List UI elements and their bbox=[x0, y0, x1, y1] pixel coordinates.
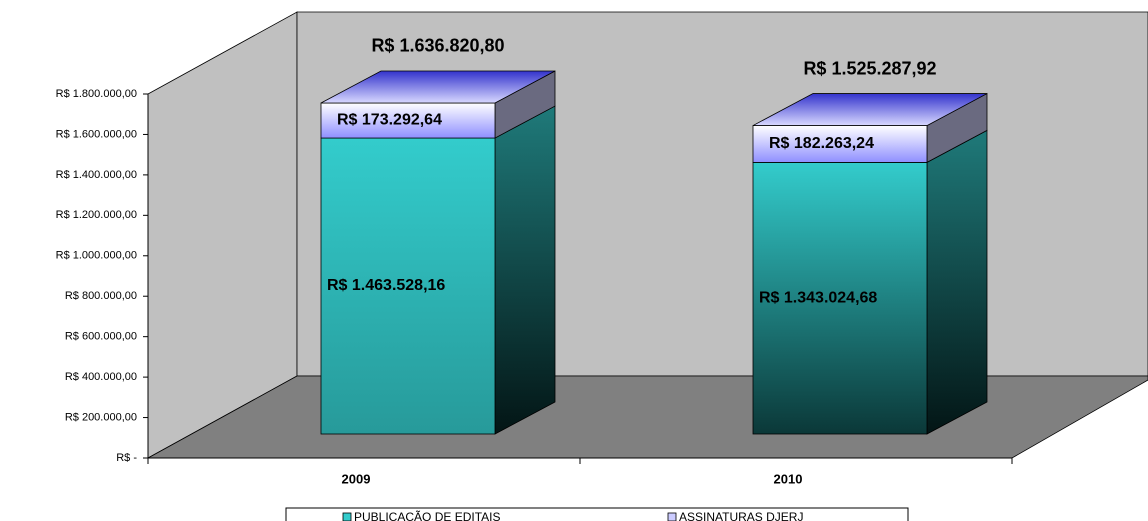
x-tick-label: 2009 bbox=[342, 471, 371, 486]
y-tick-label: R$ 1.200.000,00 bbox=[56, 209, 137, 221]
data-label: R$ 173.292,64 bbox=[337, 112, 442, 129]
data-label: R$ 1.463.528,16 bbox=[327, 277, 445, 294]
y-tick-label: R$ 1.800.000,00 bbox=[56, 88, 137, 100]
legend-label: ASSINATURAS DJERJ bbox=[679, 510, 803, 521]
x-tick-label: 2010 bbox=[774, 471, 803, 486]
bar-side bbox=[926, 129, 988, 435]
y-tick-label: R$ - bbox=[116, 452, 137, 464]
y-tick-label: R$ 1.400.000,00 bbox=[56, 169, 137, 181]
legend-label: PUBLICAÇÃO DE EDITAIS bbox=[354, 510, 500, 521]
bar bbox=[752, 125, 928, 163]
y-tick-label: R$ 600.000,00 bbox=[65, 331, 137, 343]
floor bbox=[147, 375, 1148, 459]
y-tick-label: R$ 800.000,00 bbox=[65, 290, 137, 302]
bar bbox=[320, 102, 496, 139]
legend-box bbox=[285, 507, 909, 521]
y-tick-label: R$ 1.600.000,00 bbox=[56, 128, 137, 140]
legend bbox=[285, 507, 909, 521]
data-label: R$ 182.263,24 bbox=[769, 135, 874, 152]
bar bbox=[320, 137, 496, 435]
bar-top bbox=[320, 70, 556, 104]
y-tick-label: R$ 400.000,00 bbox=[65, 371, 137, 383]
y-tick-label: R$ 1.000.000,00 bbox=[56, 250, 137, 262]
total-label: R$ 1.636.820,80 bbox=[371, 36, 504, 56]
bar-side bbox=[494, 105, 556, 435]
legend-swatch bbox=[342, 512, 352, 521]
y-tick-label: R$ 200.000,00 bbox=[65, 411, 137, 423]
legend-swatch bbox=[667, 512, 677, 521]
total-label: R$ 1.525.287,92 bbox=[803, 58, 936, 78]
bar bbox=[752, 162, 928, 435]
data-label: R$ 1.343.024,68 bbox=[759, 289, 877, 306]
bar-top bbox=[752, 93, 988, 126]
